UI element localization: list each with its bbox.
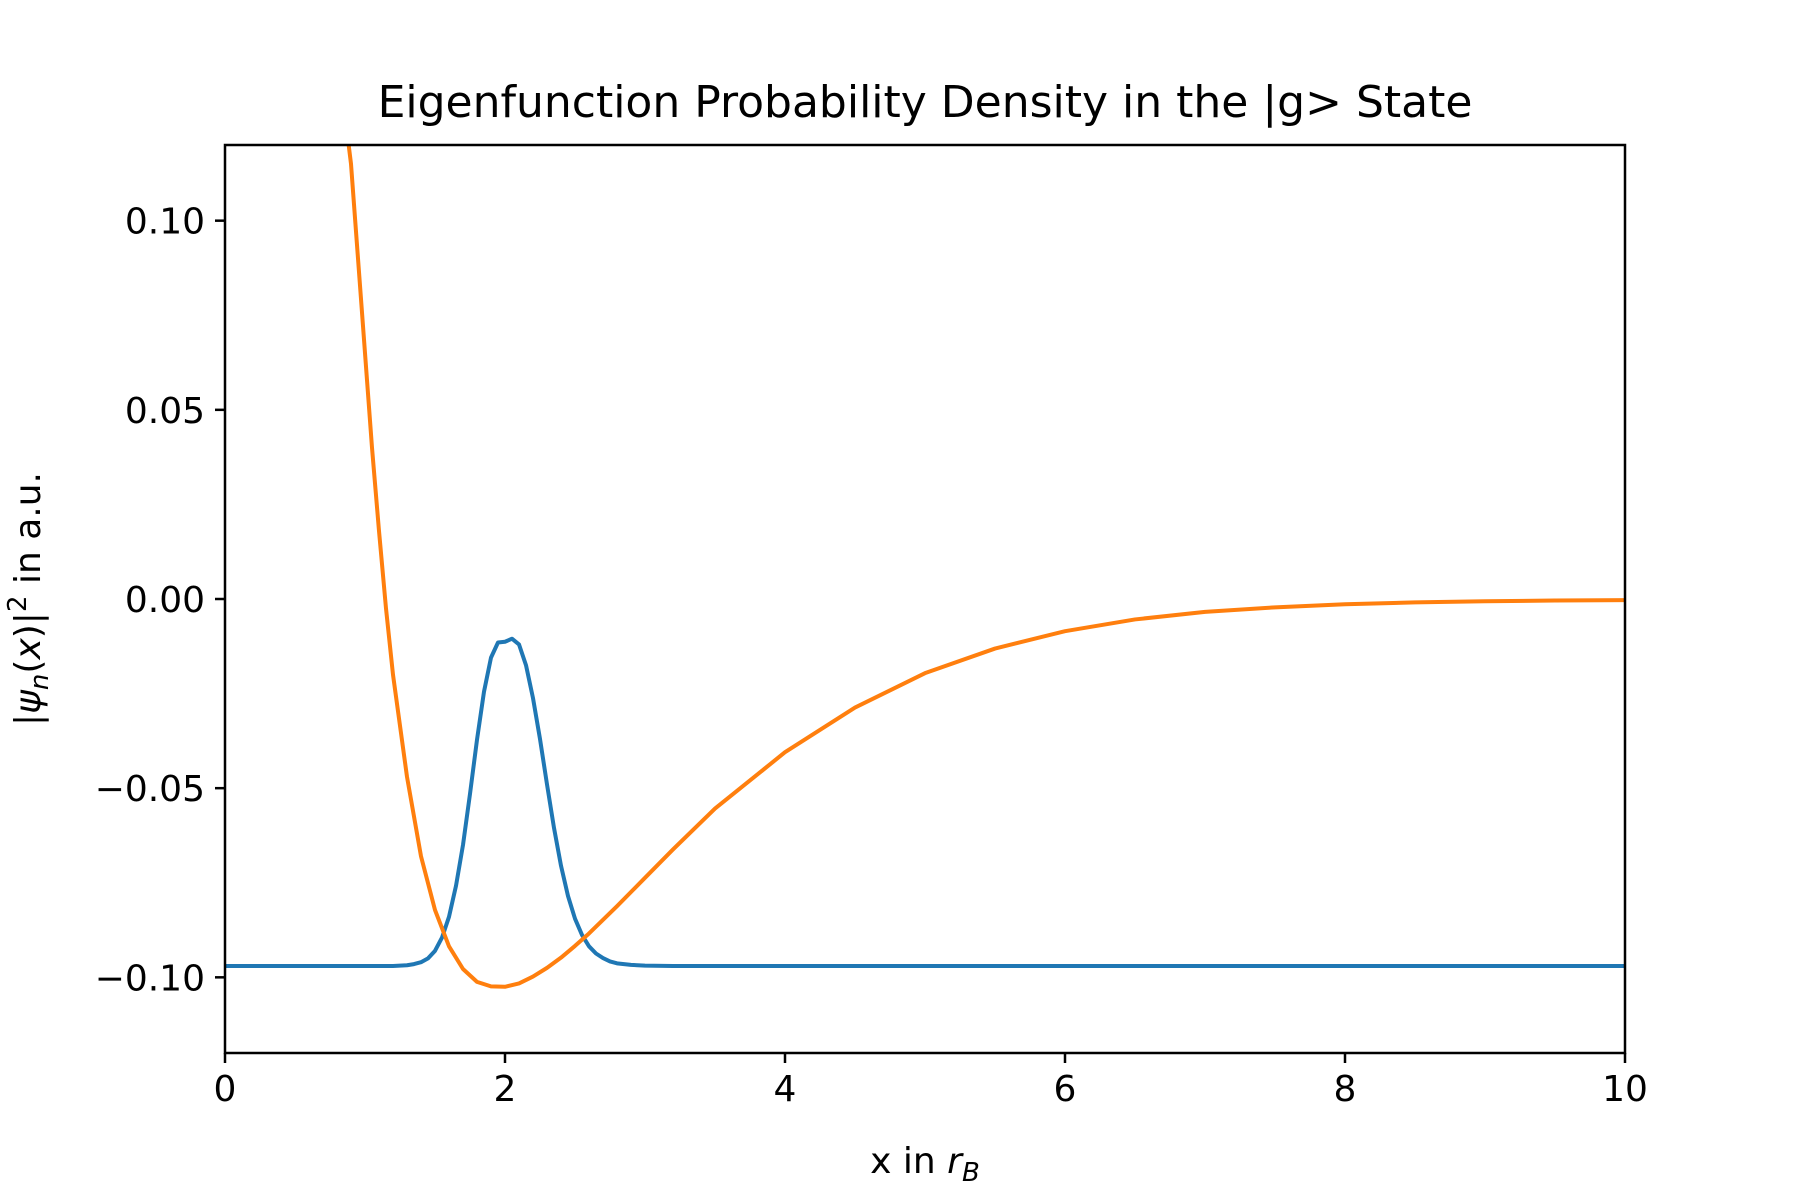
y-tick-label: −0.10	[95, 958, 205, 999]
x-axis-label-prefix: x in	[870, 1141, 947, 1182]
x-tick-label: 2	[494, 1069, 517, 1110]
x-tick-label: 8	[1334, 1069, 1357, 1110]
x-axis-label: x in rB	[870, 1141, 980, 1188]
y-tick-label: 0.05	[125, 391, 205, 432]
series-layer	[225, 145, 1625, 989]
series-line-2	[346, 145, 1625, 989]
x-axis-label-var: r	[947, 1141, 964, 1182]
y-axis-ticks: 0.10 0.05 0.00 −0.05 −0.10	[95, 202, 225, 999]
y-axis-label-sup: 2	[3, 596, 33, 613]
y-tick-label: 0.00	[125, 580, 205, 621]
series-line-1	[225, 636, 1625, 968]
x-tick-label: 10	[1602, 1069, 1648, 1110]
y-axis-label-rp: )|	[8, 612, 49, 638]
y-axis-label-open: |	[8, 714, 49, 726]
y-axis-label: |ψn(x)|2 in a.u.	[3, 472, 55, 726]
y-axis-label-lp: (	[8, 660, 49, 674]
x-tick-label: 0	[214, 1069, 237, 1110]
x-axis-label-sub: B	[962, 1158, 980, 1188]
y-axis-label-xvar: x	[8, 638, 49, 661]
y-tick-label: −0.05	[95, 769, 205, 810]
y-axis-label-psi-sub: n	[25, 674, 55, 690]
y-tick-label: 0.10	[125, 202, 205, 243]
x-tick-label: 4	[774, 1069, 797, 1110]
y-axis-label-suffix: in a.u.	[8, 472, 49, 595]
x-axis-ticks: 0 2 4 6 8 10	[214, 1053, 1648, 1110]
x-tick-label: 6	[1054, 1069, 1077, 1110]
chart-title: Eigenfunction Probability Density in the…	[378, 77, 1473, 128]
y-axis-label-psi: ψ	[8, 689, 49, 714]
